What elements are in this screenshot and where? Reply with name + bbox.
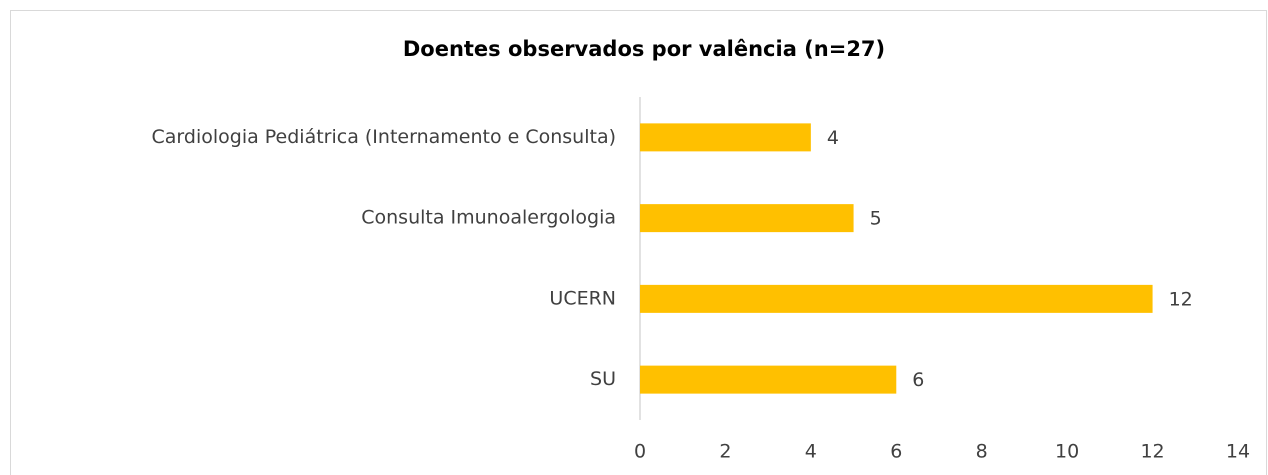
x-tick-label: 12 xyxy=(1140,441,1164,463)
data-label: 4 xyxy=(827,127,839,149)
y-tick-label: Cardiologia Pediátrica (Internamento e C… xyxy=(152,126,617,148)
bar xyxy=(640,123,811,152)
x-tick-label: 14 xyxy=(1226,441,1250,463)
x-tick-label: 0 xyxy=(634,441,646,463)
y-tick-label: Consulta Imunoalergologia xyxy=(361,207,616,229)
x-tick-label: 10 xyxy=(1055,441,1079,463)
data-label: 6 xyxy=(912,369,924,391)
y-tick-label: UCERN xyxy=(549,287,616,309)
chart-frame xyxy=(10,10,1267,475)
x-tick-label: 8 xyxy=(976,441,988,463)
bar xyxy=(640,284,1153,313)
chart-title: Doentes observados por valência (n=27) xyxy=(403,37,885,61)
x-tick-label: 6 xyxy=(890,441,902,463)
bar xyxy=(640,365,897,394)
data-label: 5 xyxy=(870,208,882,230)
data-label: 12 xyxy=(1169,288,1193,310)
bar xyxy=(640,204,854,233)
x-tick-label: 2 xyxy=(719,441,731,463)
x-tick-label: 4 xyxy=(805,441,817,463)
y-tick-label: SU xyxy=(590,368,616,390)
